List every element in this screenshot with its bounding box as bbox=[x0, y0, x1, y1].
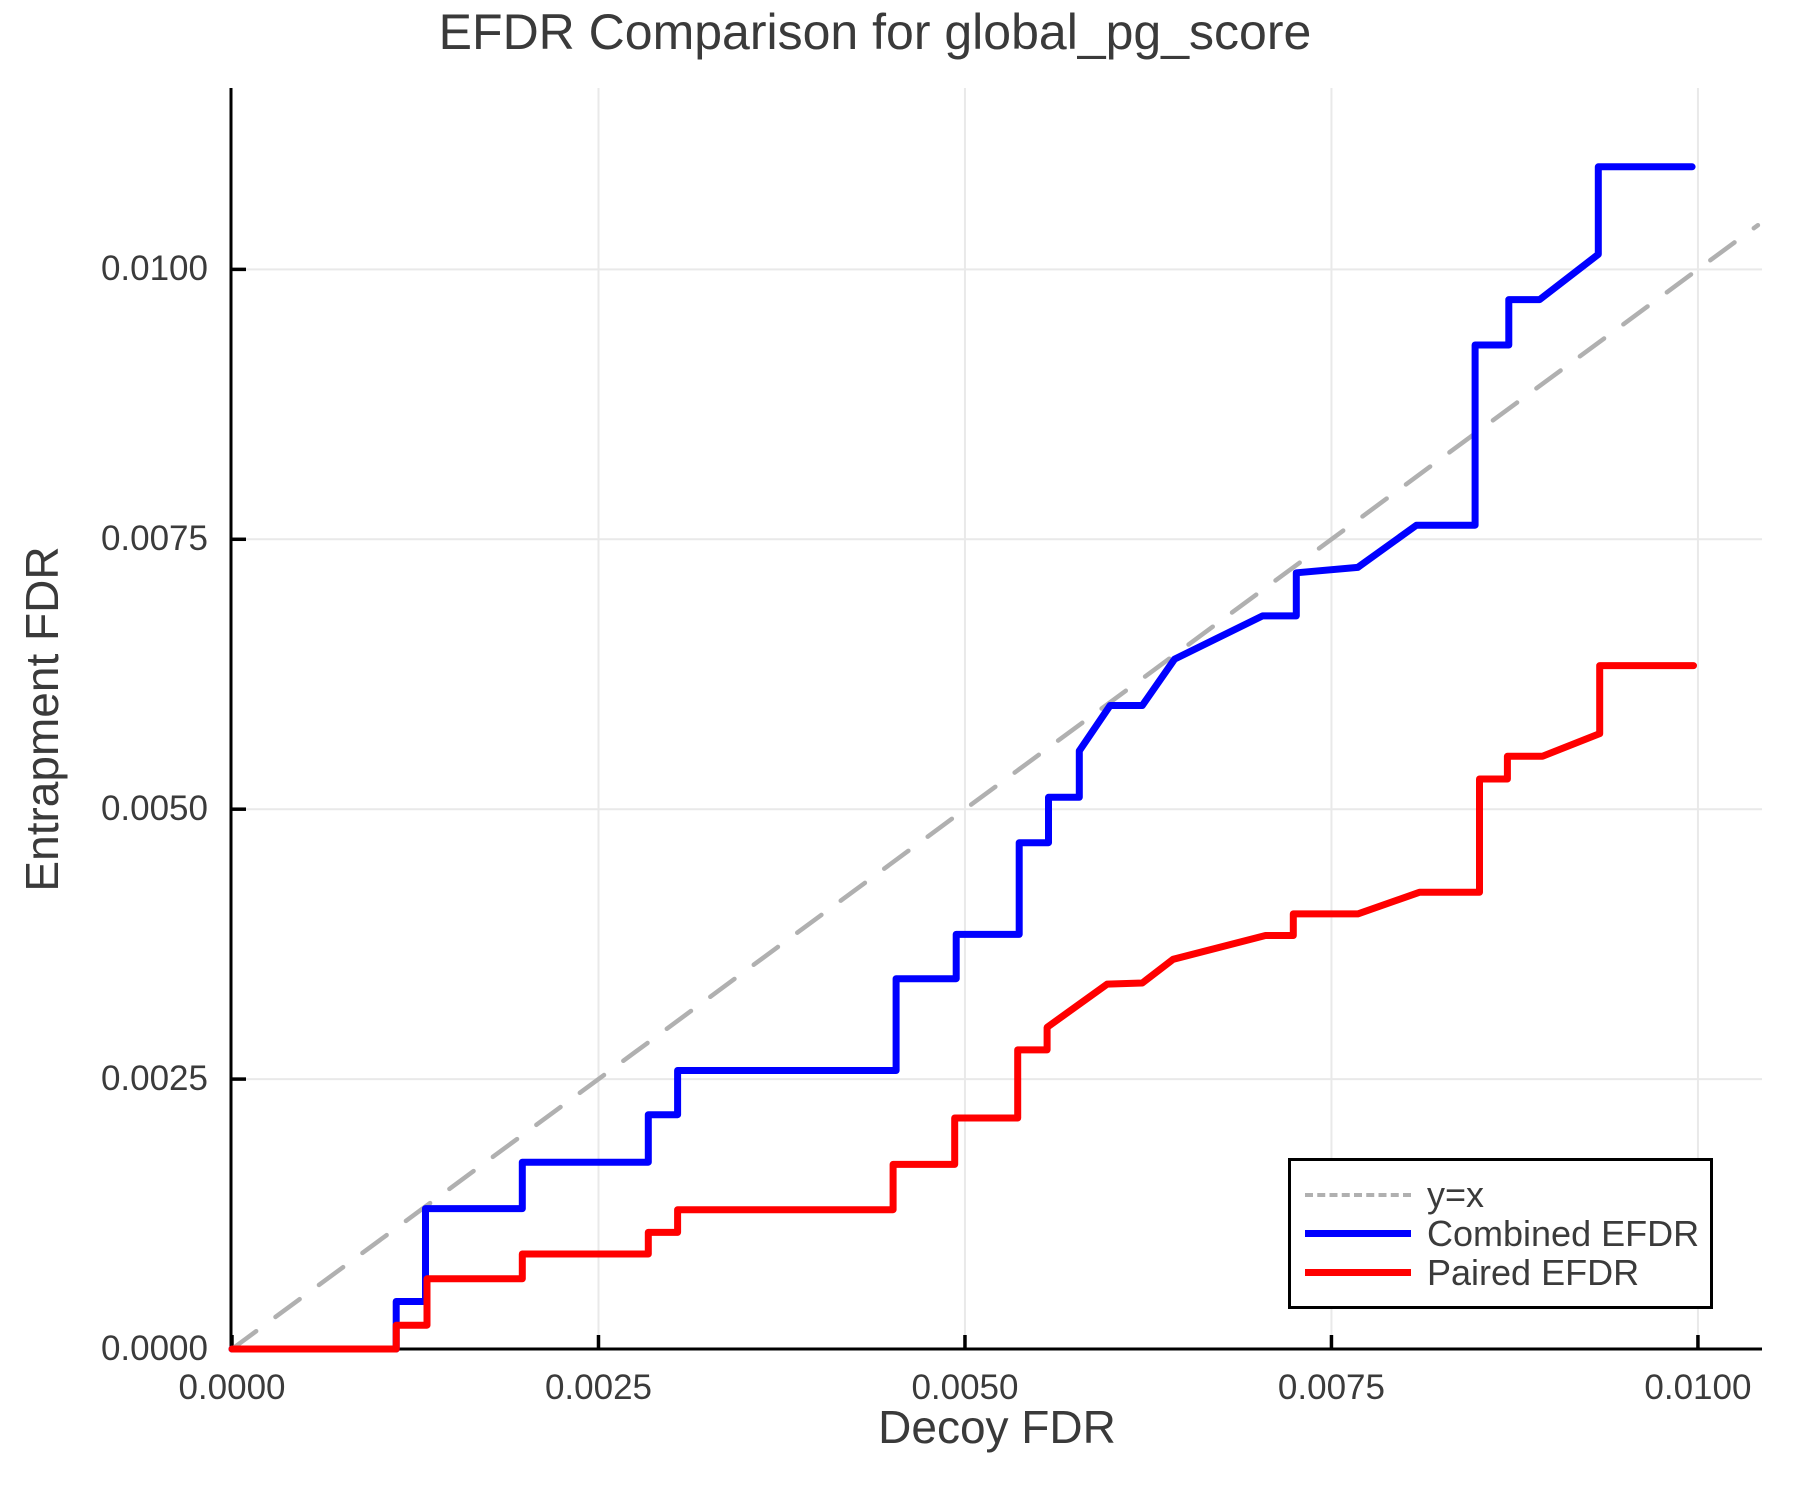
y-tick-label: 0.0100 bbox=[100, 249, 208, 289]
y-tick-label: 0.0025 bbox=[100, 1059, 208, 1099]
series-combined-efdr bbox=[228, 163, 1696, 1353]
legend: y=x Combined EFDR Paired EFDR bbox=[1288, 1158, 1713, 1309]
blue-line-swatch bbox=[1305, 1230, 1411, 1237]
x-tick-label: 0.0075 bbox=[1277, 1368, 1385, 1407]
legend-item-y-equals-x: y=x bbox=[1305, 1175, 1710, 1214]
x-axis-label: Decoy FDR bbox=[878, 1401, 1116, 1453]
series-y-x bbox=[229, 222, 1761, 1352]
chart-title: EFDR Comparison for global_pg_score bbox=[438, 4, 1312, 60]
x-tick-label: 0.0000 bbox=[178, 1368, 286, 1407]
legend-item-paired-efdr: Paired EFDR bbox=[1305, 1253, 1710, 1292]
red-line-swatch bbox=[1305, 1269, 1411, 1276]
x-tick-label: 0.0100 bbox=[1644, 1368, 1752, 1407]
legend-item-combined-efdr: Combined EFDR bbox=[1305, 1214, 1710, 1253]
legend-label: Paired EFDR bbox=[1427, 1252, 1640, 1293]
legend-label: Combined EFDR bbox=[1427, 1213, 1700, 1254]
y-axis-label: Entrapment FDR bbox=[16, 546, 68, 892]
y-tick-label: 0.0075 bbox=[100, 519, 208, 559]
x-tick-label: 0.0050 bbox=[911, 1368, 1019, 1407]
y-tick-label: 0.0000 bbox=[100, 1329, 208, 1368]
series-paired-efdr bbox=[228, 662, 1697, 1353]
x-tick-label: 0.0025 bbox=[544, 1368, 653, 1407]
y-tick-label: 0.0050 bbox=[100, 789, 208, 829]
legend-label: y=x bbox=[1427, 1174, 1485, 1215]
dashed-line-swatch bbox=[1305, 1192, 1411, 1197]
